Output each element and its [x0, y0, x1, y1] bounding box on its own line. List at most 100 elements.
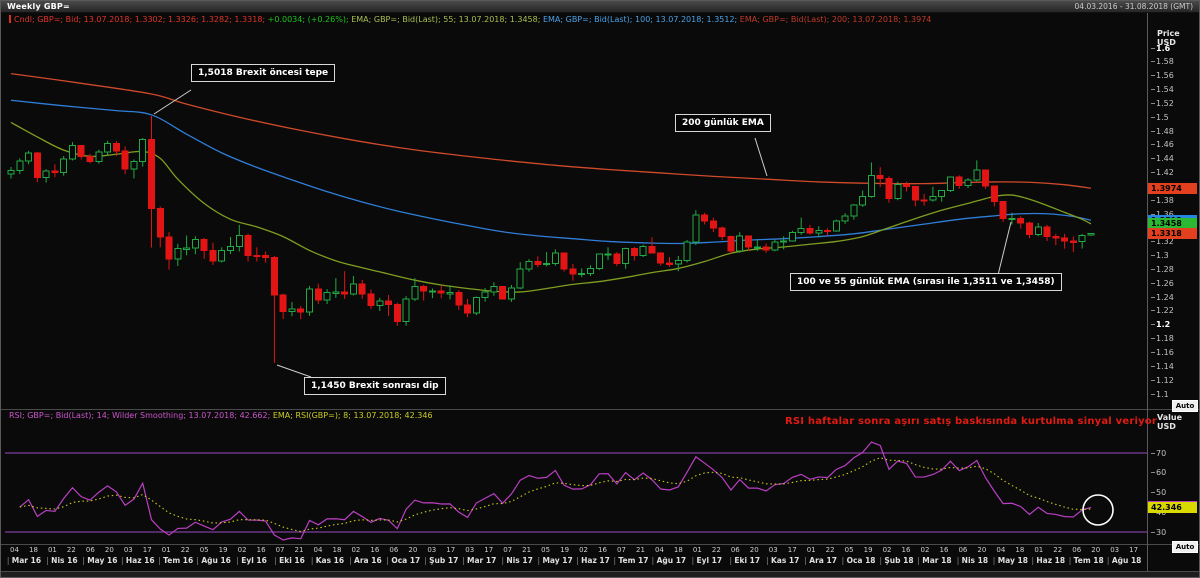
- candle-body: [762, 246, 770, 251]
- axis-tick-label: 1.42: [1151, 168, 1174, 178]
- x-day-label: 07: [275, 546, 285, 554]
- candle-body: [788, 232, 796, 242]
- candle-body: [595, 253, 603, 270]
- candle-body: [446, 292, 454, 295]
- candle-body: [165, 236, 173, 260]
- x-month-label: Ağu 16: [195, 556, 233, 565]
- candle-body: [279, 294, 287, 313]
- leader-line-post-brexit: [276, 364, 312, 378]
- candle-body: [990, 185, 998, 203]
- candle-body: [692, 214, 700, 243]
- price-axis-title: Price USD: [1157, 29, 1180, 47]
- candle-body: [455, 292, 463, 306]
- x-day-label: 20: [408, 546, 418, 554]
- candle-body: [332, 291, 340, 294]
- candle-body: [946, 176, 954, 192]
- price-axis-auto-button[interactable]: Auto: [1172, 400, 1198, 412]
- candle-body: [929, 196, 937, 201]
- candle-body: [68, 144, 76, 160]
- candle-body: [130, 161, 138, 170]
- x-day-label: 02: [237, 546, 247, 554]
- leader-line-pre-brexit: [153, 89, 192, 115]
- axis-tick-label: 1.52: [1151, 98, 1174, 108]
- x-month-label: Mar 16: [5, 556, 43, 565]
- candle-body: [112, 143, 120, 152]
- x-day-label: 05: [541, 546, 551, 554]
- x-day-label: 03: [1110, 546, 1120, 554]
- candle-body: [815, 229, 823, 234]
- axis-tick-label: 1.5: [1151, 112, 1169, 122]
- x-month-label: Tem 18: [1067, 556, 1105, 565]
- candle-body: [666, 262, 673, 265]
- candle-body: [270, 257, 278, 296]
- candle-body: [262, 255, 270, 259]
- candle-body: [1008, 217, 1016, 220]
- x-axis-month-labels[interactable]: Mar 16Nis 16May 16Haz 16Tem 16Ağu 16Eyl …: [5, 556, 1143, 565]
- x-month-label: Kas 16: [309, 556, 347, 565]
- leader-line-ema-100-55: [997, 221, 1012, 276]
- candle-body: [753, 246, 761, 249]
- legend-ema55: EMA; GBP=; Bid(Last); 55; 13.07.2018; 1.…: [351, 15, 541, 24]
- price-badge: 1.3458: [1148, 218, 1197, 230]
- x-day-label: 02: [351, 546, 361, 554]
- axis-tick-label: 1.26: [1151, 278, 1174, 288]
- candle-body: [121, 150, 129, 170]
- x-day-label: 05: [844, 546, 854, 554]
- x-month-label: Eyl 17: [688, 556, 726, 565]
- candle-body: [200, 239, 208, 251]
- candle-body: [806, 228, 814, 234]
- candle-body: [709, 220, 717, 229]
- chart-title: Weekly GBP=: [7, 2, 70, 11]
- candle-body: [306, 288, 314, 313]
- rsi-axis-auto-button[interactable]: Auto: [1172, 541, 1198, 553]
- x-month-label: May 16: [81, 556, 119, 565]
- main-chart-plot[interactable]: [5, 29, 1147, 411]
- candle-body: [1061, 237, 1069, 242]
- candle-body: [42, 170, 50, 178]
- axis-tick-label: 1.28: [1151, 264, 1174, 274]
- candle-body: [1078, 235, 1086, 243]
- axis-tick-label: 1.44: [1151, 154, 1174, 164]
- x-day-label: 03: [427, 546, 437, 554]
- candle-body: [227, 245, 234, 251]
- x-month-label: Nis 16: [43, 556, 81, 565]
- x-day-label: 06: [389, 546, 399, 554]
- axis-tick-label: 1.58: [1151, 57, 1174, 67]
- rsi-plot[interactable]: [5, 428, 1147, 544]
- candle-body: [780, 240, 788, 243]
- x-month-label: Eki 16: [271, 556, 309, 565]
- candle-body: [674, 260, 682, 265]
- rsi-legend: RSI; GBP=; Bid(Last); 14; Wilder Smoothi…: [9, 411, 433, 420]
- x-day-label: 16: [256, 546, 266, 554]
- x-day-label: 18: [1015, 546, 1025, 554]
- x-month-label: Oca 17: [384, 556, 422, 565]
- x-month-label: Ara 17: [802, 556, 840, 565]
- price-axis[interactable]: Price USD Value USD 1.6 1.58 1.56 1.54 1.52 1.5…: [1148, 13, 1199, 571]
- annotation-post-brexit-dip: 1,1450 Brexit sonrası dip: [304, 377, 446, 395]
- axis-tick-label: 1.3: [1151, 251, 1169, 261]
- x-axis-day-labels[interactable]: 04 18 01 22 06 20 03 17 01 22 05 19 02 16 07 21 04 18 02 16…: [5, 546, 1143, 554]
- candle-body: [911, 186, 919, 201]
- x-day-label: 17: [446, 546, 456, 554]
- x-day-label: 17: [142, 546, 152, 554]
- candle-body: [314, 288, 322, 301]
- x-day-label: 06: [1072, 546, 1082, 554]
- axis-tick-label: 1.12: [1151, 375, 1174, 385]
- axis-tick-label: 50: [1150, 488, 1167, 497]
- price-badge: 1.3318: [1148, 228, 1197, 240]
- candle-body: [139, 139, 147, 163]
- x-day-label: 18: [28, 546, 38, 554]
- candle-body: [964, 179, 972, 187]
- candle-body: [490, 286, 498, 293]
- candle-body: [701, 214, 709, 222]
- x-day-label: 07: [617, 546, 626, 554]
- x-day-label: 20: [977, 546, 987, 554]
- candle-body: [832, 220, 840, 232]
- candle-body: [569, 268, 577, 275]
- candle-body: [420, 286, 428, 292]
- candle-body: [1034, 226, 1042, 236]
- x-day-label: 19: [560, 546, 570, 554]
- x-day-label: 04: [654, 546, 664, 554]
- x-day-label: 19: [863, 546, 873, 554]
- candle-body: [402, 298, 410, 323]
